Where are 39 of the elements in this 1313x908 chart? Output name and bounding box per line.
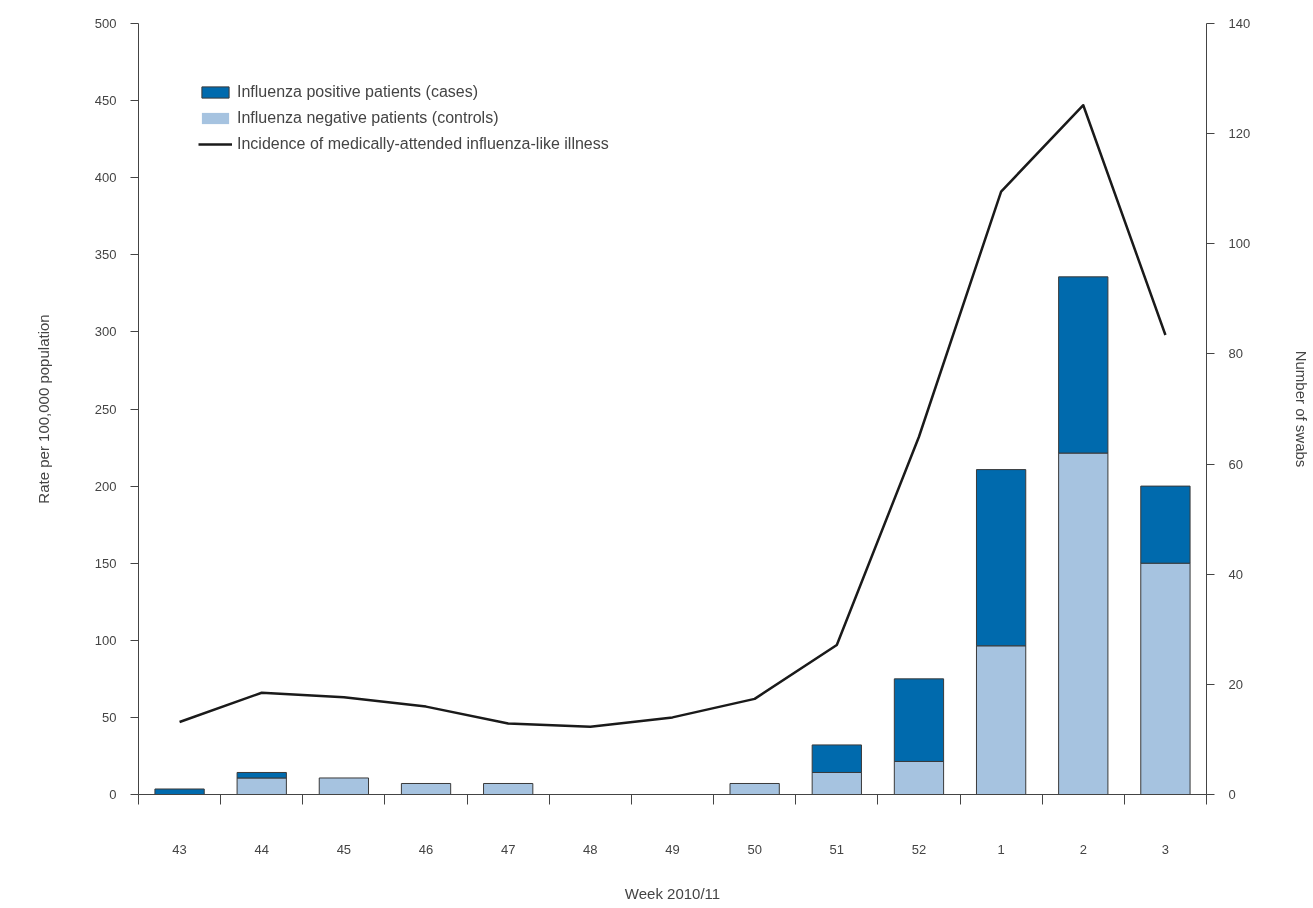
y-tick-label: 450 xyxy=(94,93,117,109)
x-tick-label: 43 xyxy=(172,841,187,857)
x-tick-label: 44 xyxy=(254,841,269,857)
x-tick-label: 50 xyxy=(747,841,762,857)
y2-tick-label: 80 xyxy=(1228,346,1243,362)
x-tick-label: 49 xyxy=(665,841,680,857)
y-tick-label: 150 xyxy=(94,555,117,571)
x-axis-title: Week 2010/11 xyxy=(624,884,721,902)
line-series xyxy=(178,103,1167,728)
x-tick-label: 45 xyxy=(336,841,352,857)
y-tick-label: 500 xyxy=(94,16,117,31)
x-tick-label: 1 xyxy=(997,841,1005,857)
y-tick-label: 0 xyxy=(109,787,117,802)
y-axis-title: Rate per 100,000 population xyxy=(34,314,52,504)
y2-tick-label: 40 xyxy=(1228,566,1243,582)
x-tick-label: 46 xyxy=(418,841,434,857)
y2-tick-label: 140 xyxy=(1228,16,1251,31)
x-tick-label: 51 xyxy=(829,841,845,857)
x-tick-label: 3 xyxy=(1161,841,1170,857)
y2-tick-label: 120 xyxy=(1228,126,1251,142)
y2-tick-label: 60 xyxy=(1228,456,1243,472)
y-tick-label: 250 xyxy=(94,401,117,417)
x-tick-label: 2 xyxy=(1079,841,1087,857)
y-tick-label: 350 xyxy=(94,247,117,263)
y-tick-label: 400 xyxy=(94,170,117,186)
y2-axis-title: Number of swabs xyxy=(1293,350,1311,468)
legend-label: Influenza positive patients (cases) xyxy=(237,83,479,101)
legend-label: Influenza negative patients (controls) xyxy=(237,109,499,127)
y2-tick-label: 0 xyxy=(1228,787,1236,802)
y2-tick-label: 100 xyxy=(1228,236,1251,252)
y-tick-label: 50 xyxy=(102,709,117,725)
x-tick-label: 48 xyxy=(583,841,598,857)
y2-tick-label: 20 xyxy=(1228,676,1243,692)
y-tick-label: 300 xyxy=(94,324,117,340)
x-tick-label: 47 xyxy=(500,841,516,857)
y-tick-label: 200 xyxy=(94,478,117,494)
legend-label: Incidence of medically-attended influenza-like illness xyxy=(237,135,609,153)
y-tick-label: 100 xyxy=(94,632,117,648)
x-tick-label: 52 xyxy=(911,841,927,857)
